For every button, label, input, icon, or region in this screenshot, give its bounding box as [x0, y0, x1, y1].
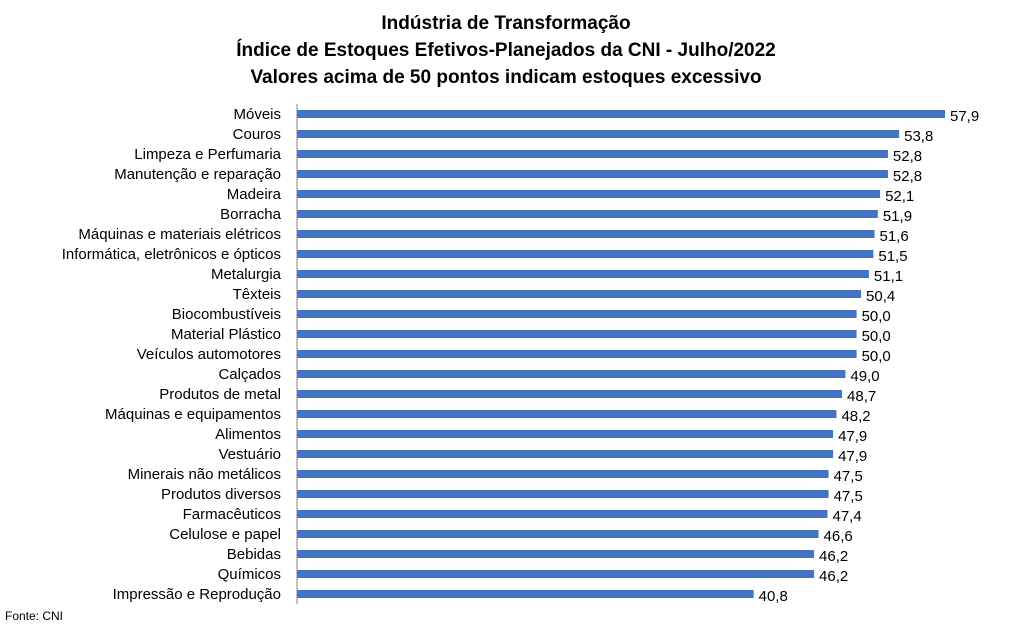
data-label: 40,8 [759, 588, 788, 605]
data-label: 46,2 [819, 548, 848, 565]
category-label: Impressão e Reprodução [113, 586, 281, 603]
bar [297, 450, 834, 458]
data-label: 46,2 [819, 568, 848, 585]
bar [297, 130, 900, 138]
chart-title-line-2: Índice de Estoques Efetivos-Planejados d… [236, 40, 776, 61]
chart-title-line-1: Indústria de Transformação [381, 13, 631, 34]
chart-title: Indústria de Transformação Índice de Est… [0, 10, 1012, 91]
bar [297, 290, 862, 298]
bar [297, 390, 843, 398]
bar [297, 470, 829, 478]
bar [297, 590, 754, 598]
category-label: Alimentos [215, 426, 281, 443]
data-label: 48,7 [847, 388, 876, 405]
category-label: Têxteis [233, 286, 281, 303]
data-label: 49,0 [850, 368, 879, 385]
bar [297, 510, 828, 518]
bar [297, 190, 881, 198]
data-label: 47,5 [834, 488, 863, 505]
category-label: Calçados [218, 366, 281, 383]
category-label: Limpeza e Perfumaria [134, 146, 281, 163]
category-label: Madeira [227, 186, 282, 203]
data-label: 50,0 [862, 308, 891, 325]
data-label: 48,2 [841, 408, 870, 425]
bar [297, 170, 888, 178]
bar [297, 570, 815, 578]
bars-layer: Móveis 57,9 Couros 53,8 Limpeza e Perfumaria… [62, 106, 979, 605]
data-label: 57,9 [950, 108, 979, 125]
data-label: 50,0 [862, 328, 891, 345]
category-label: Vestuário [218, 446, 281, 463]
data-label: 52,1 [885, 188, 914, 205]
data-label: 52,8 [893, 168, 922, 185]
bar [297, 250, 874, 258]
category-label: Biocombustíveis [172, 306, 281, 323]
category-label: Material Plástico [171, 326, 281, 343]
category-label: Manutenção e reparação [114, 166, 281, 183]
chart-title-line-3: Valores acima de 50 pontos indicam estoq… [250, 67, 762, 88]
data-label: 51,6 [879, 228, 908, 245]
source-note: Fonte: CNI [5, 609, 64, 623]
data-label: 53,8 [904, 128, 933, 145]
bar [297, 230, 875, 238]
category-label: Químicos [218, 566, 281, 583]
data-label: 51,5 [878, 248, 907, 265]
bar [297, 410, 837, 418]
category-label: Móveis [233, 106, 281, 123]
bar [297, 430, 834, 438]
category-label: Farmacêuticos [183, 506, 281, 523]
bar [297, 270, 869, 278]
category-label: Produtos diversos [161, 486, 281, 503]
bar [297, 150, 888, 158]
category-label: Couros [233, 126, 281, 143]
data-label: 47,5 [834, 468, 863, 485]
category-label: Máquinas e materiais elétricos [78, 226, 281, 243]
data-label: 47,9 [838, 448, 867, 465]
category-label: Máquinas e equipamentos [105, 406, 281, 423]
category-label: Minerais não metálicos [128, 466, 281, 483]
bar [297, 310, 857, 318]
data-label: 47,9 [838, 428, 867, 445]
bar [297, 530, 819, 538]
category-label: Informática, eletrônicos e ópticos [62, 246, 281, 263]
bar [297, 490, 829, 498]
bar [297, 210, 878, 218]
category-label: Borracha [220, 206, 282, 223]
category-label: Metalurgia [211, 266, 282, 283]
category-label: Veículos automotores [137, 346, 281, 363]
data-label: 46,6 [824, 528, 853, 545]
category-label: Produtos de metal [159, 386, 281, 403]
bar [297, 350, 857, 358]
bar [297, 110, 945, 118]
data-label: 51,1 [874, 268, 903, 285]
bar [297, 370, 846, 378]
bar [297, 330, 857, 338]
data-label: 50,0 [862, 348, 891, 365]
data-label: 47,4 [832, 508, 861, 525]
data-label: 52,8 [893, 148, 922, 165]
data-label: 50,4 [866, 288, 895, 305]
data-label: 51,9 [883, 208, 912, 225]
bar [297, 550, 815, 558]
category-label: Celulose e papel [169, 526, 281, 543]
category-label: Bebidas [227, 546, 281, 563]
